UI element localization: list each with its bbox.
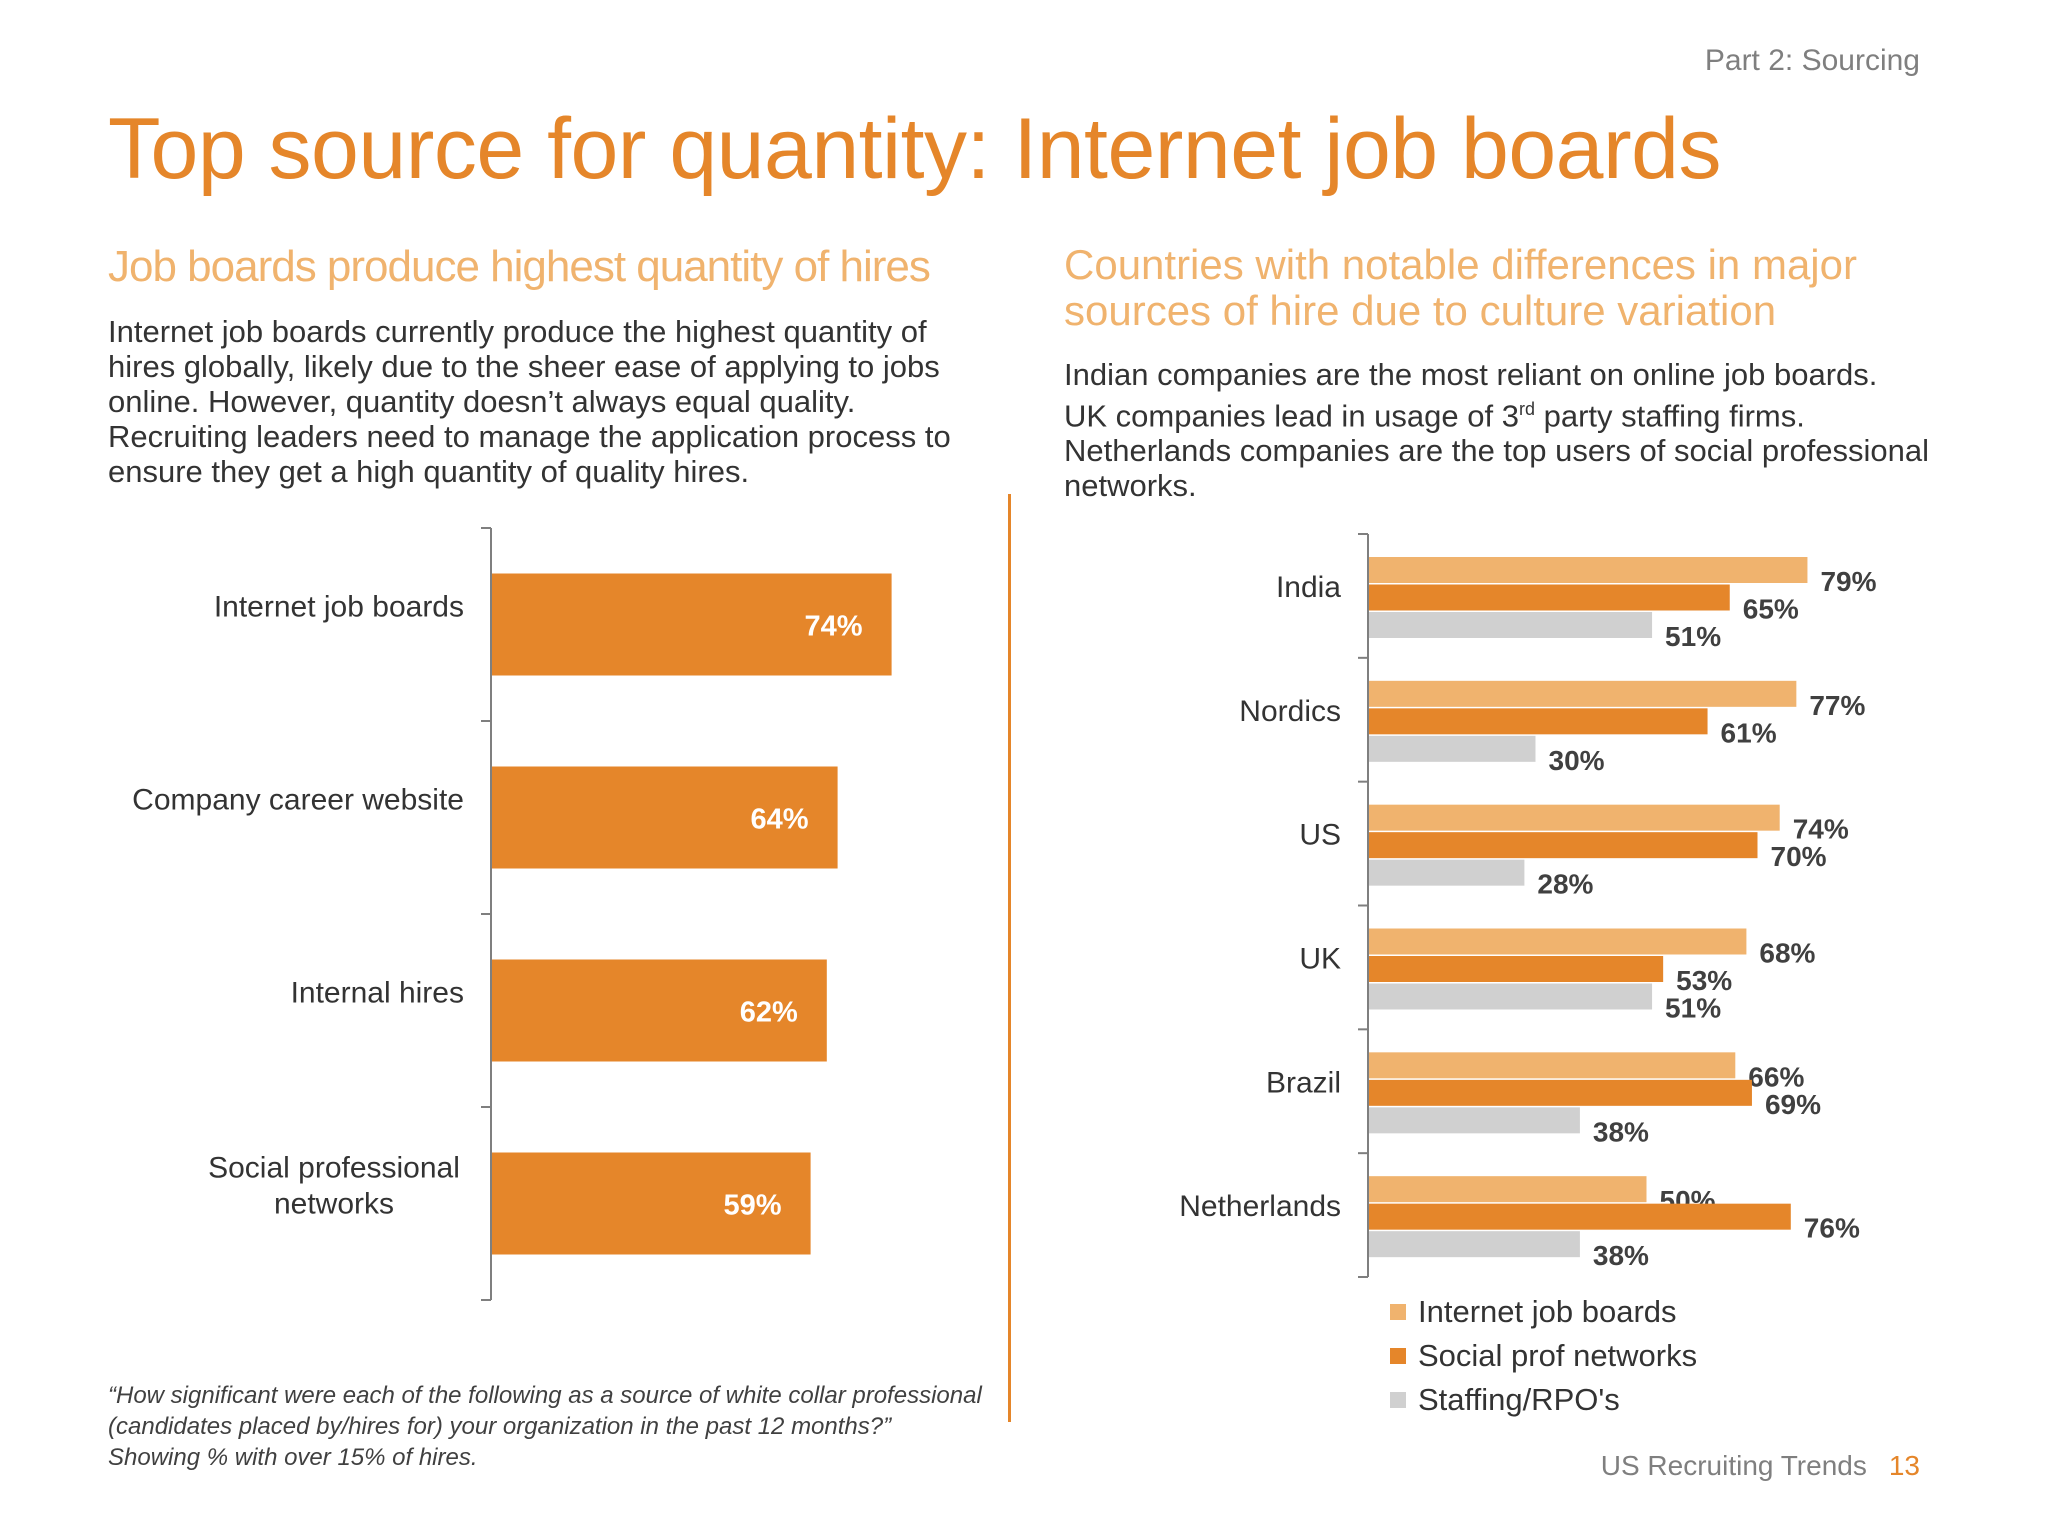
legend-label-staffing-rpo: Staffing/RPO's (1418, 1382, 1620, 1417)
bar-value-internet-job-boards: 74% (805, 611, 863, 643)
bar-company-career-website (492, 766, 838, 869)
bar-internet-job-boards (492, 573, 892, 676)
bar-us-social-prof-networks (1369, 832, 1758, 859)
country-label-netherlands: Netherlands (1179, 1190, 1341, 1223)
bar-india-internet-job-boards (1369, 557, 1808, 583)
bar-value-us-internet-job-boards: 74% (1793, 814, 1849, 845)
legend-swatch-staffing-rpo (1390, 1392, 1406, 1408)
country-label-india: India (1276, 571, 1341, 604)
bar-uk-social-prof-networks (1369, 956, 1664, 982)
bar-nordics-staffing-rpo-s (1369, 735, 1536, 762)
bar-india-social-prof-networks (1369, 584, 1730, 611)
bar-value-nordics-social-prof-networks: 61% (1721, 717, 1777, 748)
legend-label-internet-job-boards: Internet job boards (1418, 1294, 1677, 1329)
right-chart-legend: Internet job boards Social prof networks… (1390, 1290, 1697, 1422)
bar-brazil-staffing-rpo-s (1369, 1107, 1580, 1134)
right-body-line-3: Netherlands companies are the top users … (1064, 433, 1930, 504)
bar-value-brazil-social-prof-networks: 69% (1765, 1089, 1821, 1120)
survey-footnote: “How significant were each of the follow… (108, 1382, 982, 1471)
page-title: Top source for quantity: Internet job bo… (108, 101, 1721, 197)
section-label: Part 2: Sourcing (1704, 44, 1920, 77)
bar-internal-hires (492, 959, 827, 1062)
bar-brazil-social-prof-networks (1369, 1079, 1752, 1106)
right-body-line-2-pre: UK companies lead in usage of 3 (1064, 398, 1519, 434)
right-body-line-2-sup: rd (1518, 399, 1535, 419)
legend-label-social-prof-networks: Social prof networks (1418, 1338, 1698, 1373)
bar-netherlands-social-prof-networks (1369, 1203, 1791, 1230)
country-label-brazil: Brazil (1266, 1066, 1341, 1099)
left-heading: Job boards produce highest quantity of h… (108, 242, 931, 291)
bar-value-india-social-prof-networks: 65% (1743, 594, 1799, 625)
bar-value-company-career-website: 64% (751, 804, 809, 836)
legend-item-social-prof-networks: Social prof networks (1390, 1334, 1697, 1378)
bar-value-brazil-internet-job-boards: 66% (1748, 1061, 1804, 1092)
right-heading: Countries with notable differences in ma… (1064, 241, 1857, 334)
country-label-us: US (1299, 819, 1341, 852)
bar-nordics-internet-job-boards (1369, 680, 1797, 707)
bar-value-netherlands-social-prof-networks: 76% (1804, 1213, 1860, 1244)
footer-text: US Recruiting Trends (1600, 1450, 1867, 1481)
bar-us-internet-job-boards (1369, 804, 1780, 831)
category-label-internet-job-boards: Internet job boards (214, 591, 464, 624)
bar-value-uk-social-prof-networks: 53% (1676, 965, 1732, 996)
left-body-text: Internet job boards currently produce th… (108, 314, 951, 489)
bar-india-staffing-rpo-s (1369, 612, 1653, 638)
bar-value-us-social-prof-networks: 70% (1771, 841, 1827, 872)
country-label-uk: UK (1299, 943, 1341, 976)
footer: US Recruiting Trends 13 (1601, 1450, 1920, 1482)
right-body-text: Indian companies are the most reliant on… (1064, 357, 1944, 503)
legend-item-internet-job-boards: Internet job boards (1390, 1290, 1697, 1334)
right-body-line-1: Indian companies are the most reliant on… (1064, 357, 1878, 392)
bar-value-india-staffing-rpo-s: 51% (1665, 621, 1721, 652)
bar-value-us-staffing-rpo-s: 28% (1537, 869, 1593, 900)
category-label-company-career-website: Company career website (132, 784, 464, 817)
country-label-nordics: Nordics (1239, 695, 1341, 728)
bar-netherlands-internet-job-boards (1369, 1176, 1647, 1203)
legend-swatch-social-prof-networks (1390, 1348, 1406, 1364)
bar-value-uk-staffing-rpo-s: 51% (1665, 993, 1721, 1024)
bar-value-uk-internet-job-boards: 68% (1759, 938, 1815, 969)
bar-value-netherlands-staffing-rpo-s: 38% (1593, 1240, 1649, 1271)
right-body-line-2: UK companies lead in usage of 3rd party … (1064, 392, 1944, 433)
bar-value-social-professional-networks: 59% (724, 1190, 782, 1222)
bar-us-staffing-rpo-s (1369, 859, 1525, 886)
bar-value-brazil-staffing-rpo-s: 38% (1593, 1116, 1649, 1147)
bar-social-professional-networks (492, 1152, 811, 1255)
legend-swatch-internet-job-boards (1390, 1304, 1406, 1320)
legend-item-staffing-rpo: Staffing/RPO's (1390, 1378, 1697, 1422)
category-label-social-professional-networks: networks (274, 1188, 394, 1221)
right-body-line-2-post: party staffing firms. (1534, 398, 1805, 434)
bar-netherlands-staffing-rpo-s (1369, 1231, 1580, 1258)
bar-brazil-internet-job-boards (1369, 1052, 1736, 1079)
bar-nordics-social-prof-networks (1369, 708, 1708, 735)
bar-value-internal-hires: 62% (740, 997, 798, 1029)
page-number: 13 (1888, 1450, 1920, 1481)
category-label-internal-hires: Internal hires (291, 977, 464, 1010)
bar-value-nordics-internet-job-boards: 77% (1809, 690, 1865, 721)
bar-value-india-internet-job-boards: 79% (1820, 566, 1876, 597)
bar-uk-staffing-rpo-s (1369, 983, 1653, 1010)
column-divider (1008, 494, 1011, 1422)
category-label-social-professional-networks: Social professional (208, 1152, 460, 1185)
bar-uk-internet-job-boards (1369, 928, 1747, 955)
bar-value-nordics-staffing-rpo-s: 30% (1549, 745, 1605, 776)
